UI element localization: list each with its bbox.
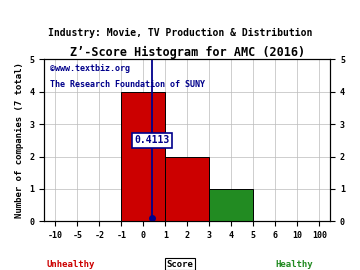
- Y-axis label: Number of companies (7 total): Number of companies (7 total): [15, 62, 24, 218]
- Text: ©www.textbiz.org: ©www.textbiz.org: [50, 64, 130, 73]
- Text: 0.4113: 0.4113: [135, 135, 170, 145]
- Bar: [209, 189, 253, 221]
- Title: Z’-Score Histogram for AMC (2016): Z’-Score Histogram for AMC (2016): [70, 46, 305, 59]
- Text: Industry: Movie, TV Production & Distribution: Industry: Movie, TV Production & Distrib…: [48, 28, 312, 38]
- Text: Healthy: Healthy: [275, 260, 313, 269]
- Text: Score: Score: [167, 260, 193, 269]
- Text: The Research Foundation of SUNY: The Research Foundation of SUNY: [50, 80, 205, 89]
- Bar: [165, 157, 209, 221]
- Text: Unhealthy: Unhealthy: [47, 260, 95, 269]
- Bar: [121, 92, 165, 221]
